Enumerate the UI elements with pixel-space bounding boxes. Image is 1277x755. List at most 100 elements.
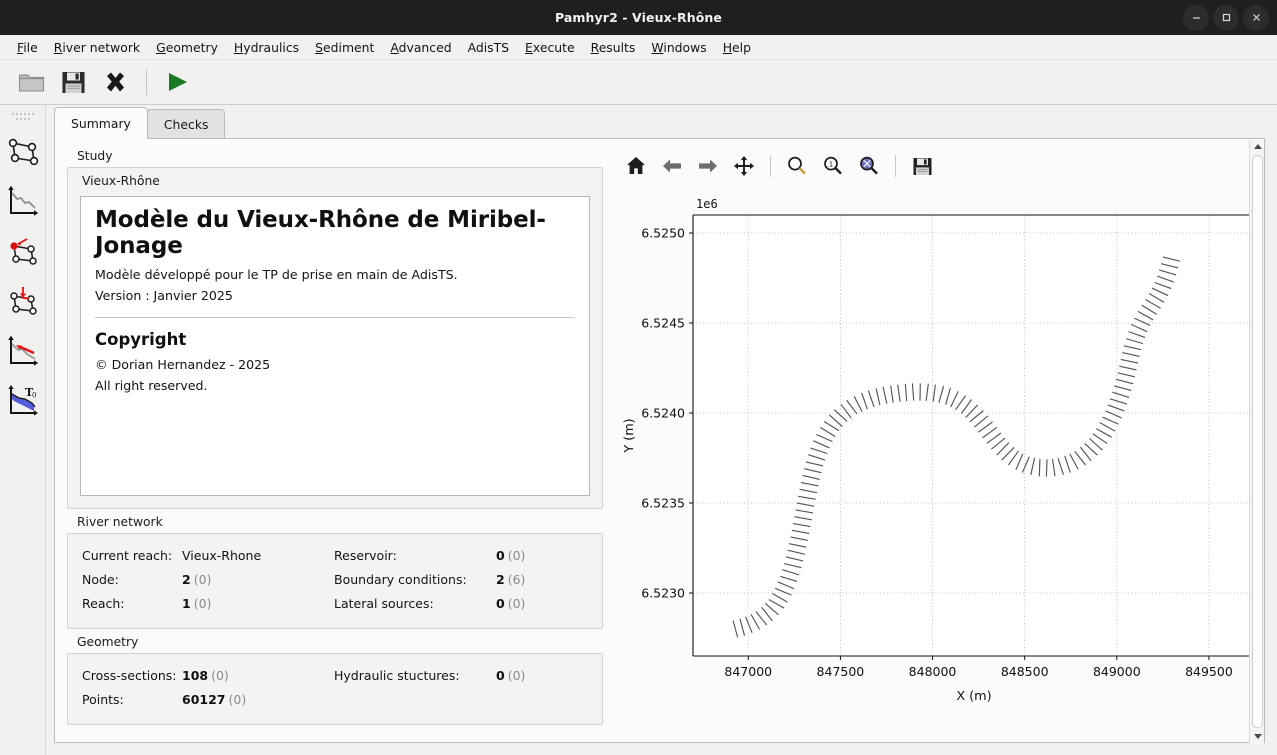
river-network-group-label: River network xyxy=(77,515,163,529)
river-network-graph-icon[interactable] xyxy=(3,131,43,173)
zoom-rect-icon[interactable] xyxy=(854,151,884,181)
summary-tab-panel: Study Vieux-Rhône Modèle du Vieux-Rhône … xyxy=(54,138,1265,744)
vertical-scrollbar[interactable] xyxy=(1249,139,1264,744)
pan-move-icon[interactable] xyxy=(729,151,759,181)
study-heading: Modèle du Vieux-Rhône de Miribel-Jonage xyxy=(95,207,546,259)
svg-text:848500: 848500 xyxy=(1001,664,1049,679)
plot-toolbar-separator-2 xyxy=(895,155,896,177)
stat-label: Reach: xyxy=(82,596,125,611)
stat-label-2: Hydraulic stuctures: xyxy=(334,668,460,683)
svg-text:X (m): X (m) xyxy=(956,689,991,704)
study-sub-caption: Vieux-Rhône xyxy=(82,174,160,188)
home-icon[interactable] xyxy=(621,151,651,181)
svg-text:6.5230: 6.5230 xyxy=(641,586,685,601)
menu-hydraulics[interactable]: Hydraulics xyxy=(233,39,300,55)
menu-file[interactable]: File xyxy=(17,39,38,55)
save-floppy-icon[interactable] xyxy=(56,65,90,99)
stat-label: Node: xyxy=(82,572,119,587)
longitudinal-profile-icon[interactable] xyxy=(3,181,43,223)
maximize-button[interactable] xyxy=(1213,4,1239,31)
stat-value: Vieux-Rhone xyxy=(182,548,262,563)
run-play-icon[interactable] xyxy=(161,65,195,99)
stat-label-2 xyxy=(334,688,496,712)
boundary-conditions-icon[interactable] xyxy=(3,331,43,373)
stat-value: 108 (0) xyxy=(182,668,229,683)
menu-geometry[interactable]: Geometry xyxy=(156,39,218,55)
minimize-button[interactable] xyxy=(1183,4,1209,31)
study-version: Version : Janvier 2025 xyxy=(95,287,233,303)
menu-river-network[interactable]: River network xyxy=(53,39,141,55)
svg-text:848000: 848000 xyxy=(909,664,957,679)
stat-value-2: 0 (0) xyxy=(496,548,526,563)
stat-label: Points: xyxy=(82,692,124,707)
svg-text:6.5250: 6.5250 xyxy=(641,226,685,241)
study-group-body: Vieux-Rhône Modèle du Vieux-Rhône de Mir… xyxy=(67,167,603,509)
reach-selection-icon[interactable] xyxy=(3,281,43,323)
copyright-heading: Copyright xyxy=(95,329,187,349)
menu-sediment[interactable]: Sediment xyxy=(315,39,375,55)
close-cross-icon[interactable] xyxy=(98,65,132,99)
menu-windows[interactable]: Windows xyxy=(651,39,707,55)
node-selection-icon[interactable] xyxy=(3,231,43,273)
stat-value-2 xyxy=(496,688,566,712)
svg-text:849000: 849000 xyxy=(1093,664,1141,679)
svg-text:0: 0 xyxy=(32,392,36,400)
scrollbar-thumb[interactable] xyxy=(1252,155,1263,728)
svg-text:T: T xyxy=(25,386,34,399)
svg-text:1e6: 1e6 xyxy=(696,197,718,211)
plot-column: 1 xyxy=(611,145,1259,731)
forward-arrow-icon[interactable] xyxy=(693,151,723,181)
study-group-label: Study xyxy=(77,149,113,163)
stat-value: 2 (0) xyxy=(182,572,212,587)
stat-label: Current reach: xyxy=(82,548,173,563)
menu-results[interactable]: Results xyxy=(590,39,636,55)
main-toolbar xyxy=(0,60,1277,105)
stat-row: Cross-sections: 108 (0) Hydraulic stuctures… xyxy=(82,664,588,688)
zoom-magnifier-icon[interactable] xyxy=(782,151,812,181)
geometry-group: Geometry Cross-sections: 108 (0) Hydraulic … xyxy=(65,631,605,725)
stat-row: Node: 2 (0) Boundary conditions: 2 (6) xyxy=(82,568,588,592)
stat-row: Points: 60127 (0) xyxy=(82,688,588,712)
scroll-up-arrow[interactable] xyxy=(1250,139,1265,154)
toolbar-separator xyxy=(146,69,147,95)
stat-value: 1 (0) xyxy=(182,596,212,611)
svg-text:847000: 847000 xyxy=(724,664,772,679)
window-controls xyxy=(1183,0,1269,35)
menu-execute[interactable]: Execute xyxy=(525,39,575,55)
stat-label: Cross-sections: xyxy=(82,668,177,683)
river-network-plot[interactable]: 847000 847500 848000 848500 849000 849500 6.52… xyxy=(611,189,1259,729)
stat-label-2: Reservoir: xyxy=(334,548,397,563)
close-button[interactable] xyxy=(1243,4,1269,31)
svg-text:1: 1 xyxy=(829,160,833,168)
stat-value-2: 2 (6) xyxy=(496,572,526,587)
stat-value-2: 0 (0) xyxy=(496,596,526,611)
svg-text:849500: 849500 xyxy=(1185,664,1233,679)
initial-conditions-icon[interactable]: T 0 xyxy=(3,381,43,423)
menubar: File River network Geometry Hydraulics Sedim… xyxy=(0,35,1277,60)
open-folder-icon[interactable] xyxy=(14,65,48,99)
rights-line: All right reserved. xyxy=(95,377,208,393)
tab-summary[interactable]: Summary xyxy=(54,107,148,139)
study-description: Modèle développé pour le TP de prise en … xyxy=(95,266,458,282)
menu-help[interactable]: Help xyxy=(722,39,751,55)
copyright-line: © Dorian Hernandez - 2025 xyxy=(95,356,271,372)
subplot-config-icon[interactable]: 1 xyxy=(818,151,848,181)
river-network-group: River network Current reach: Vieux-Rhone R… xyxy=(65,511,605,629)
save-figure-icon[interactable] xyxy=(907,151,937,181)
back-arrow-icon[interactable] xyxy=(657,151,687,181)
geometry-stats: Cross-sections: 108 (0) Hydraulic stuctures… xyxy=(68,654,602,724)
geometry-group-body: Cross-sections: 108 (0) Hydraulic stuctures… xyxy=(67,653,603,725)
menu-adists[interactable]: AdisTS xyxy=(467,39,510,55)
stat-row: Current reach: Vieux-Rhone Reservoir: 0 (0) xyxy=(82,544,588,568)
rail-drag-handle[interactable] xyxy=(11,113,34,121)
stat-value-2: 0 (0) xyxy=(496,668,526,683)
tab-checks[interactable]: Checks xyxy=(146,109,226,139)
scroll-down-arrow[interactable] xyxy=(1250,729,1265,744)
matplotlib-toolbar: 1 xyxy=(611,145,1259,187)
plot-toolbar-separator xyxy=(770,155,771,177)
summary-left-column: Study Vieux-Rhône Modèle du Vieux-Rhône … xyxy=(65,145,605,731)
stat-label-2: Lateral sources: xyxy=(334,596,434,611)
study-group: Study Vieux-Rhône Modèle du Vieux-Rhône … xyxy=(65,145,605,509)
menu-advanced[interactable]: Advanced xyxy=(390,39,452,55)
river-network-stats: Current reach: Vieux-Rhone Reservoir: 0 (0) N… xyxy=(68,534,602,628)
